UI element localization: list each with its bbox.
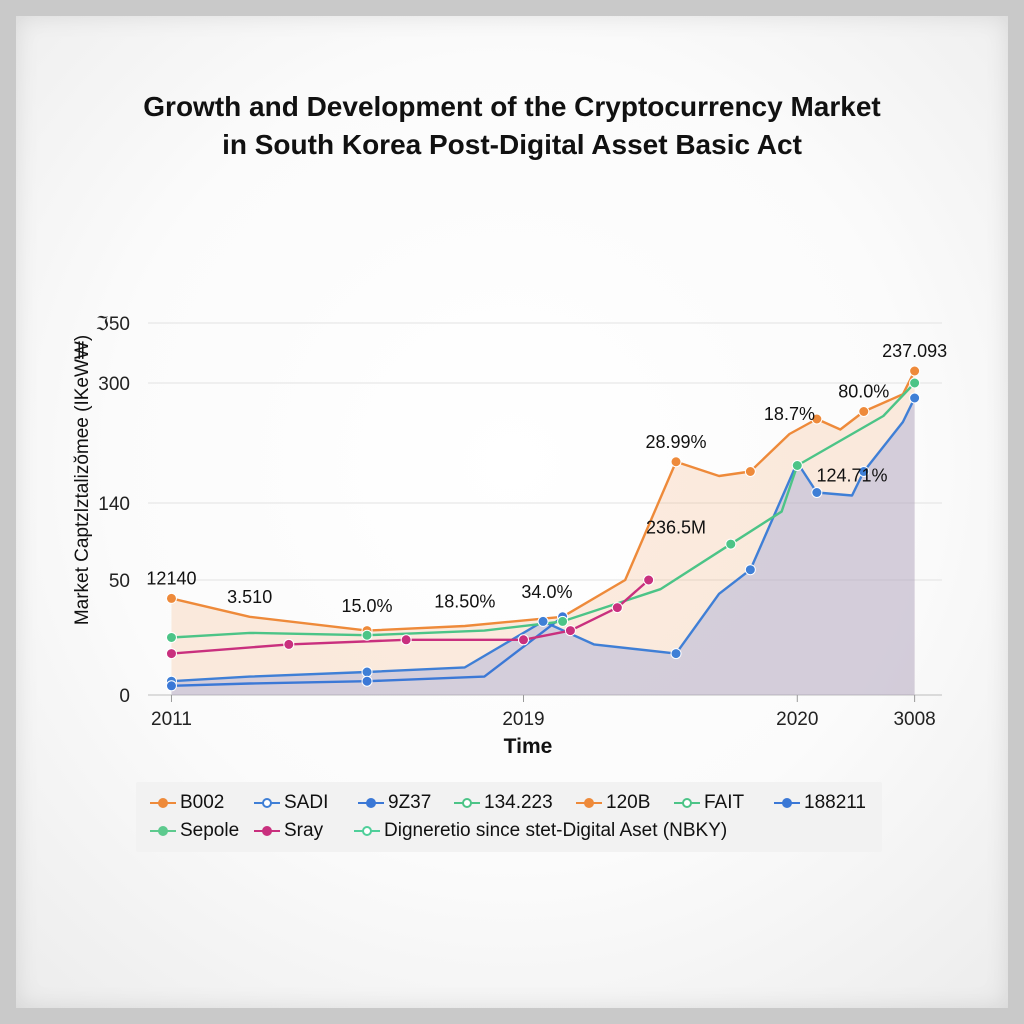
series-points xyxy=(165,365,921,692)
y-tick-label: 0 xyxy=(119,686,130,707)
data-annotations: 12140 3.510 15.0% 18.50% 34.0% 28.99% 236.5M 18… xyxy=(146,341,947,616)
legend-item: Sray xyxy=(254,820,323,842)
series-areas xyxy=(171,371,915,695)
data-point xyxy=(670,648,682,660)
data-label: 124.71% xyxy=(817,466,888,486)
legend-swatch xyxy=(674,796,700,810)
data-point xyxy=(858,466,870,477)
legend-item: 134.223 xyxy=(454,792,553,814)
data-point xyxy=(811,487,823,498)
chart-title-line-2: in South Korea Post-Digital Asset Basic … xyxy=(222,129,802,160)
data-point xyxy=(791,460,803,471)
chart-title-line-1: Growth and Development of the Cryptocurr… xyxy=(143,91,881,122)
data-point xyxy=(537,615,549,627)
data-label: 18.7% xyxy=(764,404,815,424)
data-point xyxy=(811,413,823,425)
x-axis-label: Time xyxy=(504,735,553,758)
legend-item: 9Z37 xyxy=(358,792,431,814)
data-label: 236.5M xyxy=(646,517,706,537)
legend-swatch xyxy=(454,796,480,810)
chart-title: Growth and Development of the Cryptocurr… xyxy=(0,88,1024,164)
data-label: 80.0% xyxy=(838,382,889,402)
gridlines xyxy=(148,322,942,696)
legend-swatch xyxy=(774,796,800,810)
legend-item: B002 xyxy=(150,792,224,814)
data-point xyxy=(361,629,373,641)
data-point xyxy=(744,466,756,477)
data-point xyxy=(611,602,623,614)
axis-ticks: 0 50 140 300 ℑ50 2011 2019 2020 3008 xyxy=(96,314,936,730)
y-axis-label: Market Captzlztalizŏmee (IKeW₩) xyxy=(72,335,93,625)
data-point xyxy=(361,666,373,678)
legend-label: 120B xyxy=(606,792,651,813)
legend-item: 188211 xyxy=(774,792,866,814)
legend-swatch xyxy=(576,796,602,810)
legend-label: SADI xyxy=(284,792,329,813)
data-point xyxy=(725,538,737,550)
data-point xyxy=(643,574,655,586)
y-tick-label: 50 xyxy=(109,571,130,592)
legend-label: FAIT xyxy=(704,792,745,813)
x-tick-label: 2019 xyxy=(502,709,544,730)
legend-label: 134.223 xyxy=(484,792,553,813)
legend-label: Sepole xyxy=(180,820,240,841)
data-point xyxy=(517,634,529,646)
legend-swatch xyxy=(254,824,280,838)
legend-swatch xyxy=(354,824,380,838)
data-label: 12140 xyxy=(146,568,196,588)
x-tick-label: 3008 xyxy=(893,709,935,730)
data-label: 18.50% xyxy=(434,591,495,611)
legend-swatch xyxy=(254,796,280,810)
legend-label: B002 xyxy=(180,792,225,813)
legend-item: SADI xyxy=(254,792,328,814)
legend-item: Sepole xyxy=(150,820,239,842)
y-tick-label: 300 xyxy=(98,374,130,395)
legend-item: FAIT xyxy=(674,792,744,814)
data-label: 237.093 xyxy=(882,341,947,361)
y-tick-label: 140 xyxy=(98,494,130,515)
data-point xyxy=(165,592,177,604)
x-tick-label: 2020 xyxy=(776,709,818,730)
data-point xyxy=(858,406,870,417)
legend-label: Sray xyxy=(284,820,324,841)
data-point xyxy=(165,680,177,692)
data-label: 28.99% xyxy=(645,432,706,452)
series-line-1 xyxy=(171,397,916,683)
legend-item: 120B xyxy=(576,792,650,814)
series-line-3 xyxy=(171,382,916,639)
series-line-0 xyxy=(171,370,916,632)
data-point xyxy=(165,648,177,660)
legend-item: Digneretio since stet-Digital Aset (NBKY… xyxy=(354,820,727,842)
data-point xyxy=(909,392,921,404)
series-area-0 xyxy=(171,371,915,695)
data-point xyxy=(564,625,576,637)
data-point xyxy=(400,634,412,646)
x-tick-label: 2011 xyxy=(151,709,192,730)
data-point xyxy=(670,456,682,468)
legend-swatch xyxy=(150,796,176,810)
legend-swatch xyxy=(358,796,384,810)
legend-label: 9Z37 xyxy=(388,792,432,813)
legend-label: Digneretio since stet-Digital Aset (NBKY… xyxy=(384,820,728,841)
series-area-1 xyxy=(171,398,915,695)
data-point xyxy=(557,615,569,627)
data-label: 15.0% xyxy=(342,596,393,616)
data-label: 34.0% xyxy=(521,582,572,602)
data-point xyxy=(361,675,373,687)
data-point xyxy=(909,377,921,389)
y-tick-label: ℑ50 xyxy=(96,314,130,335)
data-point xyxy=(165,632,177,643)
legend-swatch xyxy=(150,824,176,838)
data-point xyxy=(283,638,295,650)
data-point xyxy=(744,564,756,576)
data-point xyxy=(909,365,921,377)
data-label: 3.510 xyxy=(227,587,272,607)
chart-legend: B002 SADI 9Z37 134.223 120B FAIT 188211 Sepole S… xyxy=(136,782,882,852)
legend-label: 188211 xyxy=(804,792,866,813)
